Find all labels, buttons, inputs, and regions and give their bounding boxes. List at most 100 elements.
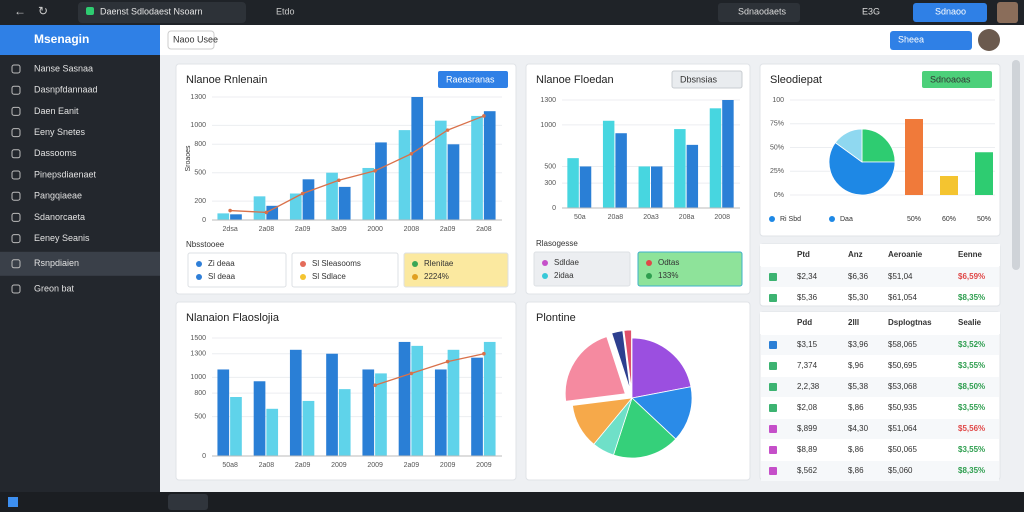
table-row bbox=[761, 377, 999, 397]
taskbar bbox=[0, 492, 1024, 512]
bar bbox=[471, 357, 483, 456]
y-tick-label: 1300 bbox=[190, 351, 206, 358]
table-cell: $4,30 bbox=[848, 424, 869, 433]
bar bbox=[567, 158, 579, 208]
nav-item: Nanse Sasnaa bbox=[34, 63, 93, 73]
y-tick-label: 1300 bbox=[190, 94, 206, 101]
line-point bbox=[409, 151, 414, 156]
y-tick-label: 100 bbox=[772, 97, 784, 104]
y-tick-label: 75% bbox=[770, 121, 784, 128]
x-tick-label: 20a8 bbox=[608, 214, 624, 221]
table-cell: $51,04 bbox=[888, 272, 913, 281]
bar bbox=[362, 167, 375, 220]
x-tick-label: 2a09 bbox=[295, 462, 311, 469]
panel-title: Plontine bbox=[536, 312, 576, 324]
task-app[interactable] bbox=[168, 494, 208, 510]
bar bbox=[579, 166, 592, 208]
table-row bbox=[761, 419, 999, 439]
x-tick-label: 2009 bbox=[476, 462, 492, 469]
bar bbox=[398, 341, 411, 456]
line-point bbox=[409, 371, 414, 376]
bar bbox=[638, 166, 650, 208]
bar bbox=[411, 345, 424, 456]
x-tick-label: 2a08 bbox=[476, 226, 492, 233]
line-point bbox=[482, 114, 486, 118]
nav-icon bbox=[11, 106, 21, 116]
card-text: Zi deaa bbox=[208, 259, 235, 268]
line-point bbox=[264, 210, 269, 215]
pie-slice bbox=[623, 329, 632, 391]
back-icon[interactable]: ← bbox=[14, 4, 26, 18]
panel-button[interactable] bbox=[438, 71, 508, 88]
start-icon[interactable] bbox=[8, 497, 18, 507]
table-cell: $8,50% bbox=[958, 382, 985, 391]
panel-button[interactable] bbox=[671, 70, 743, 89]
row-icon bbox=[769, 341, 777, 349]
bar bbox=[651, 166, 663, 208]
card-dot bbox=[646, 260, 652, 266]
search-field[interactable] bbox=[167, 30, 215, 50]
table-cell: $3,15 bbox=[797, 340, 818, 349]
tab-icon bbox=[86, 7, 94, 15]
y-tick-label: 0% bbox=[774, 192, 784, 199]
panel-title: Nlanoe Floedan bbox=[536, 74, 614, 86]
bar bbox=[217, 369, 230, 456]
bar bbox=[230, 397, 242, 456]
bar bbox=[338, 186, 351, 220]
row-icon bbox=[769, 467, 777, 475]
user-name: Sdnaoo bbox=[935, 6, 966, 16]
panel-title: Nlanoe Rnlenain bbox=[186, 74, 267, 86]
table-cell: $3,55% bbox=[958, 403, 985, 412]
x-tick-label: 50a8 bbox=[222, 462, 238, 469]
table-header-cell: Aeroanie bbox=[888, 250, 923, 259]
pie-slice bbox=[564, 336, 626, 402]
table-cell: $,899 bbox=[797, 424, 818, 433]
line-point bbox=[337, 178, 341, 183]
table-cell: $2,34 bbox=[797, 272, 818, 281]
bar bbox=[483, 111, 496, 220]
x-tick-label: 2009 bbox=[367, 462, 383, 469]
nav-icon bbox=[11, 191, 21, 201]
row-icon bbox=[769, 425, 777, 433]
table-cell: $3,55% bbox=[958, 361, 985, 370]
nav-active bbox=[0, 251, 160, 276]
x-tick-label: 50% bbox=[977, 216, 991, 223]
y-tick-label: 500 bbox=[544, 163, 556, 170]
card-dot bbox=[542, 260, 548, 266]
nav-icon bbox=[11, 128, 21, 138]
bar bbox=[398, 130, 411, 220]
toolbar-button[interactable] bbox=[890, 31, 972, 50]
panel bbox=[525, 63, 751, 295]
card-text: Odtas bbox=[658, 258, 679, 267]
table-cell: $58,065 bbox=[888, 340, 917, 349]
panel-title: Nlanaion Flaoslojia bbox=[186, 312, 280, 324]
bar bbox=[686, 144, 699, 208]
bar bbox=[471, 115, 483, 220]
account-box[interactable] bbox=[718, 3, 800, 22]
table-header-cell: Pdd bbox=[797, 318, 812, 327]
nav-icon bbox=[11, 85, 21, 95]
row-icon bbox=[769, 446, 777, 454]
legend-title: Rlasogesse bbox=[536, 239, 578, 248]
panel-button[interactable] bbox=[922, 71, 992, 88]
refresh-icon[interactable]: ↻ bbox=[38, 4, 48, 18]
pie-slice bbox=[572, 397, 633, 445]
y-tick-label: 200 bbox=[194, 198, 206, 205]
table-row bbox=[761, 461, 999, 481]
bar bbox=[289, 349, 302, 456]
table-cell: $2,08 bbox=[797, 403, 818, 412]
y-tick-label: 0 bbox=[202, 453, 206, 460]
scrollbar[interactable] bbox=[1012, 60, 1020, 270]
bar bbox=[266, 408, 279, 456]
card-text: Sl Sdlace bbox=[312, 272, 346, 281]
card-dot bbox=[300, 261, 306, 267]
browser-tab[interactable] bbox=[78, 2, 246, 23]
y-tick-label: 500 bbox=[194, 414, 206, 421]
x-tick-label: 2008 bbox=[714, 214, 730, 221]
table-cell: $61,054 bbox=[888, 293, 917, 302]
summary-card bbox=[637, 251, 743, 287]
nav-icon bbox=[11, 170, 21, 180]
bar bbox=[411, 97, 424, 220]
user-button[interactable] bbox=[913, 3, 987, 22]
